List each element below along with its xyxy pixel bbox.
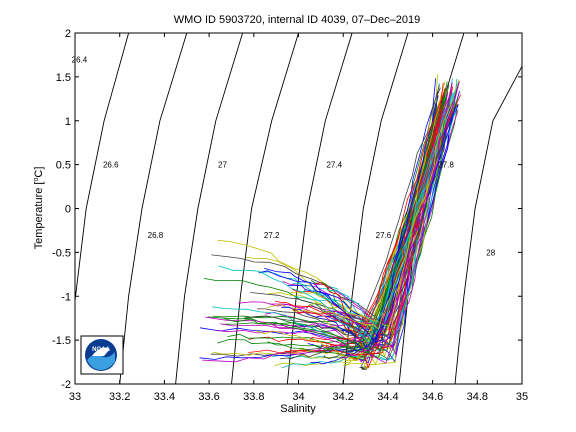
x-tick-label: 34.2 — [332, 391, 353, 403]
y-tick-label: 0.5 — [56, 160, 71, 172]
noaa-logo-gull — [92, 347, 110, 356]
profile-line — [292, 94, 462, 335]
profile-line — [324, 97, 450, 351]
profile-line — [274, 107, 451, 367]
x-tick-label: 34 — [292, 391, 304, 403]
y-tick-label: 2 — [65, 28, 71, 40]
density-contour-27.4 — [286, 33, 353, 384]
profile-line — [328, 88, 452, 335]
density-contour-label: 26.8 — [148, 231, 164, 240]
density-contour-26.8 — [119, 33, 188, 384]
density-contour-label: 27.4 — [326, 161, 342, 170]
density-contour-label: 26.4 — [72, 55, 88, 64]
x-tick-label: 33 — [69, 391, 81, 403]
profile-line — [255, 81, 446, 362]
y-tick-label: -0.5 — [52, 247, 71, 259]
profile-line — [289, 104, 453, 335]
profile-line — [323, 84, 440, 360]
x-axis-label: Salinity — [280, 403, 316, 415]
y-tick-label: 0 — [65, 204, 71, 216]
profile-line — [314, 82, 444, 369]
y-tick-label: -1 — [61, 291, 71, 303]
density-contour-label: 26.6 — [103, 161, 119, 170]
y-axis-label: Temperature [oC] — [33, 167, 45, 250]
y-tick-label: 1 — [65, 116, 71, 128]
y-tick-label: -1.5 — [52, 335, 71, 347]
profile-line — [308, 74, 438, 327]
y-tick-label: 1.5 — [56, 72, 71, 84]
x-tick-label: 33.2 — [109, 391, 130, 403]
density-contour-labels: 26.4 26.6 26.8 27 27.2 27.4 27.6 27.8 28 — [72, 55, 496, 257]
profile-line — [259, 103, 436, 342]
profile-line — [218, 91, 456, 344]
density-contour-label: 27.8 — [438, 161, 454, 170]
chart-title: WMO ID 5903720, internal ID 4039, 07–Dec… — [174, 14, 420, 26]
density-contour-28 — [454, 66, 522, 384]
profile-line — [271, 82, 453, 329]
x-tick-label: 34.4 — [377, 391, 398, 403]
y-axis-ticks: -2 -1.5 -1 -0.5 0 0.5 1 1.5 2 — [52, 28, 522, 391]
density-contour-label: 27.2 — [264, 231, 280, 240]
noaa-logo-wave — [87, 352, 115, 370]
y-axis-label-degree: o — [33, 178, 40, 182]
x-axis-ticks: 33 33.2 33.4 33.6 33.8 34 34.2 34.4 34.6 34.8 35 — [69, 33, 528, 403]
density-contour-27 — [175, 33, 244, 384]
profile-line — [248, 88, 445, 355]
density-contour-label: 28 — [486, 248, 495, 257]
noaa-logo: NOAA — [80, 335, 124, 375]
profile-line — [291, 79, 460, 330]
y-axis-label-unit: C] — [33, 167, 45, 178]
profile-line — [244, 91, 439, 348]
x-tick-label: 34.6 — [422, 391, 443, 403]
profile-line — [281, 78, 437, 353]
density-contour-label: 27.6 — [376, 231, 392, 240]
x-tick-label: 35 — [516, 391, 528, 403]
x-tick-label: 34.8 — [467, 391, 488, 403]
x-tick-label: 33.6 — [198, 391, 219, 403]
profile-line — [291, 104, 459, 348]
y-tick-label: -2 — [61, 379, 71, 391]
density-contour-26.6 — [75, 33, 130, 301]
profile-line — [258, 107, 457, 339]
profile-line — [274, 91, 445, 332]
profiles-layer — [199, 74, 462, 370]
x-tick-label: 33.4 — [154, 391, 175, 403]
profile-line — [205, 80, 460, 364]
profile-line — [340, 82, 453, 359]
density-contour-label: 27 — [218, 161, 227, 170]
profile-line — [306, 87, 441, 339]
profile-line — [217, 81, 448, 361]
noaa-logo-text: NOAA — [92, 347, 110, 353]
y-axis-label-main: Temperature [ — [33, 182, 45, 250]
x-tick-label: 33.8 — [243, 391, 264, 403]
